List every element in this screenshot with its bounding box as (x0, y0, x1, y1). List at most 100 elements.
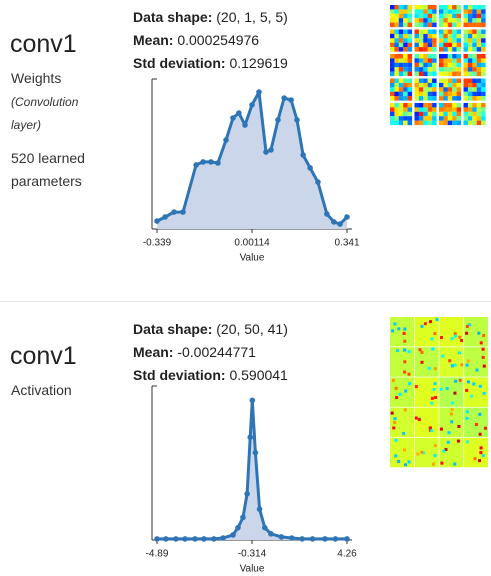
thumbnail-speck (420, 324, 424, 328)
stat: Data shape: (20, 50, 41) (133, 321, 288, 337)
thumbnail-pixel (439, 62, 444, 68)
thumbnail-pixel (394, 87, 399, 92)
thumbnail-pixel (423, 71, 428, 77)
thumbnail-speck (402, 448, 406, 452)
point (215, 160, 221, 166)
thumbnail-pixel (452, 91, 457, 97)
thumbnail-pixel (467, 5, 473, 10)
thumbnail-speck (422, 451, 426, 455)
thumbnail-pixel (418, 96, 424, 101)
thumbnail-pixel (414, 120, 419, 126)
x-tick-label: -0.314 (238, 549, 267, 560)
thumbnail-pixel (472, 87, 477, 92)
thumbnail-speck (444, 448, 448, 452)
thumbnail-pixel (443, 78, 448, 83)
thumbnail-pixel (472, 111, 477, 117)
thumbnail-pixel (467, 91, 473, 97)
point (256, 506, 263, 512)
thumbnail-pixel (476, 96, 482, 101)
thumbnail-pixel (443, 9, 448, 14)
thumbnail-pixel (407, 33, 413, 39)
thumbnail-pixel (418, 111, 424, 117)
thumbnail-pixel (463, 78, 468, 83)
thumbnail-pixel (427, 9, 433, 14)
thumbnail-pixel (432, 38, 437, 43)
thumbnail-pixel (390, 78, 395, 83)
thumbnail-pixel (463, 33, 468, 39)
thumbnail-pixel (414, 54, 419, 59)
thumbnail-speck (456, 439, 460, 443)
thumbnail-pixel (456, 29, 462, 34)
thumbnail-pixel (456, 58, 462, 63)
thumbnail-pixel (394, 38, 399, 43)
stat: Mean: 0.000254976 (133, 32, 259, 48)
thumbnail-pixel (427, 103, 433, 108)
point (182, 536, 188, 542)
thumbnail-pixel (456, 47, 462, 52)
thumbnail-pixel (481, 71, 486, 77)
thumbnail-pixel (418, 54, 424, 59)
thumbnail-speck (394, 454, 398, 458)
thumbnail-pixel (414, 82, 419, 88)
thumbnail-pixel (443, 62, 448, 68)
thumbnail-pixel (423, 38, 428, 43)
thumbnail-pixel (403, 54, 408, 59)
thumbnail-speck (473, 457, 477, 461)
thumbnail-pixel (481, 87, 486, 92)
x-axis-label: Value (240, 253, 265, 264)
point (223, 137, 229, 143)
thumbnail-speck (414, 416, 418, 420)
thumbnail-pixel (452, 58, 457, 63)
thumbnail-pixel (439, 71, 444, 77)
point (278, 534, 285, 540)
thumbnail-pixel (463, 107, 468, 112)
thumbnail-pixel (452, 103, 457, 108)
thumbnail-pixel (456, 5, 462, 10)
thumbnail-pixel (463, 96, 468, 101)
thumbnail-pixel (456, 111, 462, 117)
thumbnail-pixel (481, 96, 486, 101)
thumbnail-tile (414, 407, 439, 438)
point (252, 449, 259, 456)
thumbnail-pixel (414, 87, 419, 92)
thumbnail-pixel (432, 91, 437, 97)
thumbnail-pixel (403, 78, 408, 83)
thumbnail-pixel (398, 62, 404, 68)
thumbnail-pixel (418, 82, 424, 88)
thumbnail-pixel (398, 78, 404, 83)
thumbnail-pixel (467, 22, 473, 28)
thumbnail-pixel (472, 78, 477, 83)
thumbnail-pixel (432, 33, 437, 39)
thumbnail-pixel (403, 107, 408, 112)
thumbnail-pixel (398, 5, 404, 10)
thumbnail-pixel (414, 5, 419, 10)
thumbnail-pixel (472, 29, 477, 34)
thumbnail-speck (450, 364, 454, 368)
thumbnail-speck (423, 322, 427, 326)
thumbnail-pixel (418, 18, 424, 23)
thumbnail-pixel (452, 116, 457, 121)
thumbnail-pixel (403, 71, 408, 77)
x-tick-label: 4.26 (337, 549, 357, 560)
thumbnail-pixel (403, 111, 408, 117)
thumbnail-pixel (456, 33, 462, 39)
thumbnail-speck (393, 421, 397, 425)
thumbnail-pixel (452, 18, 457, 23)
thumbnail-pixel (476, 54, 482, 59)
thumbnail-pixel (476, 42, 482, 48)
thumbnail-pixel (390, 5, 395, 10)
thumbnail-pixel (472, 9, 477, 14)
thumbnail-pixel (390, 9, 395, 14)
thumbnail-pixel (467, 33, 473, 39)
thumbnail-pixel (481, 78, 486, 83)
thumbnail-pixel (467, 42, 473, 48)
thumbnail-pixel (418, 22, 424, 28)
thumbnail-pixel (414, 42, 419, 48)
thumbnail-speck (440, 461, 444, 465)
thumbnail-speck (420, 450, 424, 454)
thumbnail-pixel (476, 13, 482, 19)
thumbnail-pixel (481, 9, 486, 14)
thumbnail-speck (397, 460, 401, 464)
thumbnail-pixel (467, 107, 473, 112)
thumbnail-pixel (476, 91, 482, 97)
